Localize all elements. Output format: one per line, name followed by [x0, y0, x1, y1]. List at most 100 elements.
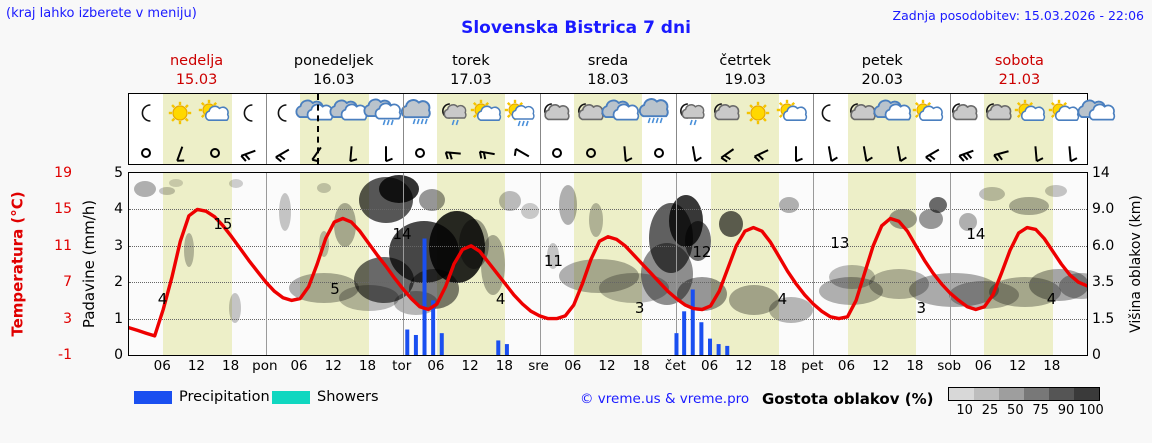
cloud-blob-51	[1045, 185, 1067, 197]
day-gridline-4	[676, 173, 678, 355]
precip-ticks-2: 3	[114, 237, 123, 254]
showers-legend-label: Showers	[317, 389, 379, 405]
wind-barb-icon-16	[677, 134, 711, 165]
day-header-row: nedelja 15.03 ponedeljek 16.03 torek 17.03 sre…	[128, 52, 1088, 92]
cloud-density-swatch-5	[1074, 388, 1099, 400]
cloud-blob-25	[685, 221, 711, 261]
cloud-density-swatch-2	[999, 388, 1024, 400]
cloud-blob-39	[949, 281, 1019, 309]
cloud-ticks-1: 9.0	[1092, 201, 1115, 218]
cloud-blob-14	[459, 219, 489, 269]
sky-day-separator-2	[402, 94, 404, 164]
menu-hint-text: (kraj lahko izberete v meniju)	[6, 6, 197, 21]
precipitation-bar-7	[674, 333, 679, 355]
cloud-blob-43	[1059, 273, 1087, 299]
x-tick-label-15: čet	[664, 358, 686, 374]
weather-icon-moon-cloud-13	[571, 94, 605, 134]
day-header-0: nedelja 15.03	[128, 52, 265, 92]
precipitation-bar-10	[699, 322, 704, 355]
precipitation-color-swatch	[134, 390, 172, 404]
day-name: petek	[861, 53, 903, 69]
weather-icon-sun-rain-11	[503, 94, 537, 134]
current-time-marker	[316, 94, 319, 164]
wind-barb-icon-24	[950, 134, 984, 165]
wind-barb-icon-6	[334, 134, 368, 165]
cloud-blob-16	[481, 235, 505, 295]
x-tick-label-1: 12	[187, 358, 206, 374]
plot-daynight-band-12	[539, 173, 574, 355]
temperature-label-3: 14	[392, 224, 412, 243]
temp-ticks-0: 19	[54, 165, 72, 181]
cloud-blob-36	[929, 197, 947, 213]
cloud-ticks-3: 3.5	[1092, 274, 1115, 291]
x-tick-label-20: 06	[837, 358, 856, 374]
cloud-density-tick-4: 90	[1057, 403, 1075, 418]
wind-barb-icon-23	[916, 134, 950, 165]
x-tick-label-3: pon	[252, 358, 278, 374]
x-tick-label-25: 12	[1008, 358, 1027, 374]
cloud-blob-4	[279, 193, 291, 231]
cloud-blob-17	[521, 203, 539, 219]
cloud-blob-49	[229, 293, 241, 323]
day-date: 18.03	[587, 72, 629, 88]
wind-calm-icon-8	[403, 134, 437, 165]
temperature-label-7: 12	[692, 242, 712, 261]
wind-barb-icon-17	[711, 134, 745, 165]
precipitation-bar-5	[496, 340, 501, 355]
precipitation-axis-title-label: Padavine (mm/h)	[80, 199, 99, 329]
x-tick-label-22: 18	[906, 358, 924, 374]
precipitation-bar-9	[690, 289, 695, 355]
weather-icon-moon-3	[231, 94, 265, 134]
cloud-ticks-5: 0	[1092, 347, 1101, 363]
cloud-blob-46	[589, 203, 603, 237]
wind-barb-icon-26	[1019, 134, 1053, 165]
horizontal-gridline-2	[129, 245, 1087, 247]
cloud-ticks-4: 1.5	[1092, 310, 1115, 327]
cloud-blob-12	[354, 257, 414, 303]
precipitation-axis-title: Padavine (mm/h)	[76, 172, 102, 356]
cloud-blob-38	[909, 273, 999, 307]
sky-day-separator-3	[539, 94, 541, 164]
wind-barb-icon-14	[608, 134, 642, 165]
weather-icon-moon-cloud-21	[843, 94, 877, 134]
x-tick-label-12: 06	[564, 358, 582, 374]
sky-day-separator-5	[813, 94, 815, 164]
plot-daynight-band-3	[231, 173, 266, 355]
plot-daynight-band-22	[881, 173, 917, 355]
cloud-blob-7	[379, 175, 419, 203]
day-header-2: torek 17.03	[402, 52, 539, 92]
temp-ticks-2: 11	[54, 237, 72, 254]
cloud-density-scale	[948, 387, 1100, 401]
x-tick-label-0: 06	[153, 358, 171, 374]
x-tick-label-8: 06	[427, 358, 445, 374]
day-header-4: četrtek 19.03	[677, 52, 814, 92]
wind-barb-icon-18	[745, 134, 779, 165]
wind-barb-icon-10	[471, 134, 505, 165]
temperature-curve-layer	[129, 207, 1087, 338]
sky-and-wind-panel	[128, 93, 1116, 165]
precipitation-bar-11	[708, 338, 713, 355]
weather-icon-sun-cloud-27	[1047, 94, 1081, 134]
plot-daynight-band-4	[265, 173, 301, 355]
day-header-6: sobota 21.03	[951, 52, 1088, 92]
wind-barb-row	[129, 134, 1087, 165]
cloud-blob-11	[429, 211, 485, 283]
cloud-blob-8	[419, 189, 445, 211]
weather-icon-sun-cloud-19	[775, 94, 809, 134]
cloud-blob-41	[1009, 197, 1049, 215]
plot-daynight-band-18	[744, 173, 780, 355]
precipitation-bars-layer	[405, 238, 730, 355]
x-tick-label-19: pet	[801, 358, 824, 374]
x-tick-label-11: sre	[528, 358, 549, 374]
cloud-height-axis-title-label: Višina oblakov (km)	[1128, 195, 1144, 333]
precip-ticks-5: 0	[114, 347, 123, 363]
weather-icon-cloud-cloud-28	[1077, 94, 1116, 134]
cloud-blob-34	[889, 209, 917, 229]
precip-ticks-4: 1	[114, 310, 123, 327]
cloud-blob-18	[289, 273, 359, 303]
plot-daynight-band-25	[984, 173, 1019, 355]
copyright-link[interactable]: © vreme.us & vreme.pro	[580, 391, 750, 407]
temperature-curve	[129, 207, 1087, 338]
plot-daynight-band-21	[847, 173, 882, 355]
day-header-5: petek 20.03	[814, 52, 951, 92]
